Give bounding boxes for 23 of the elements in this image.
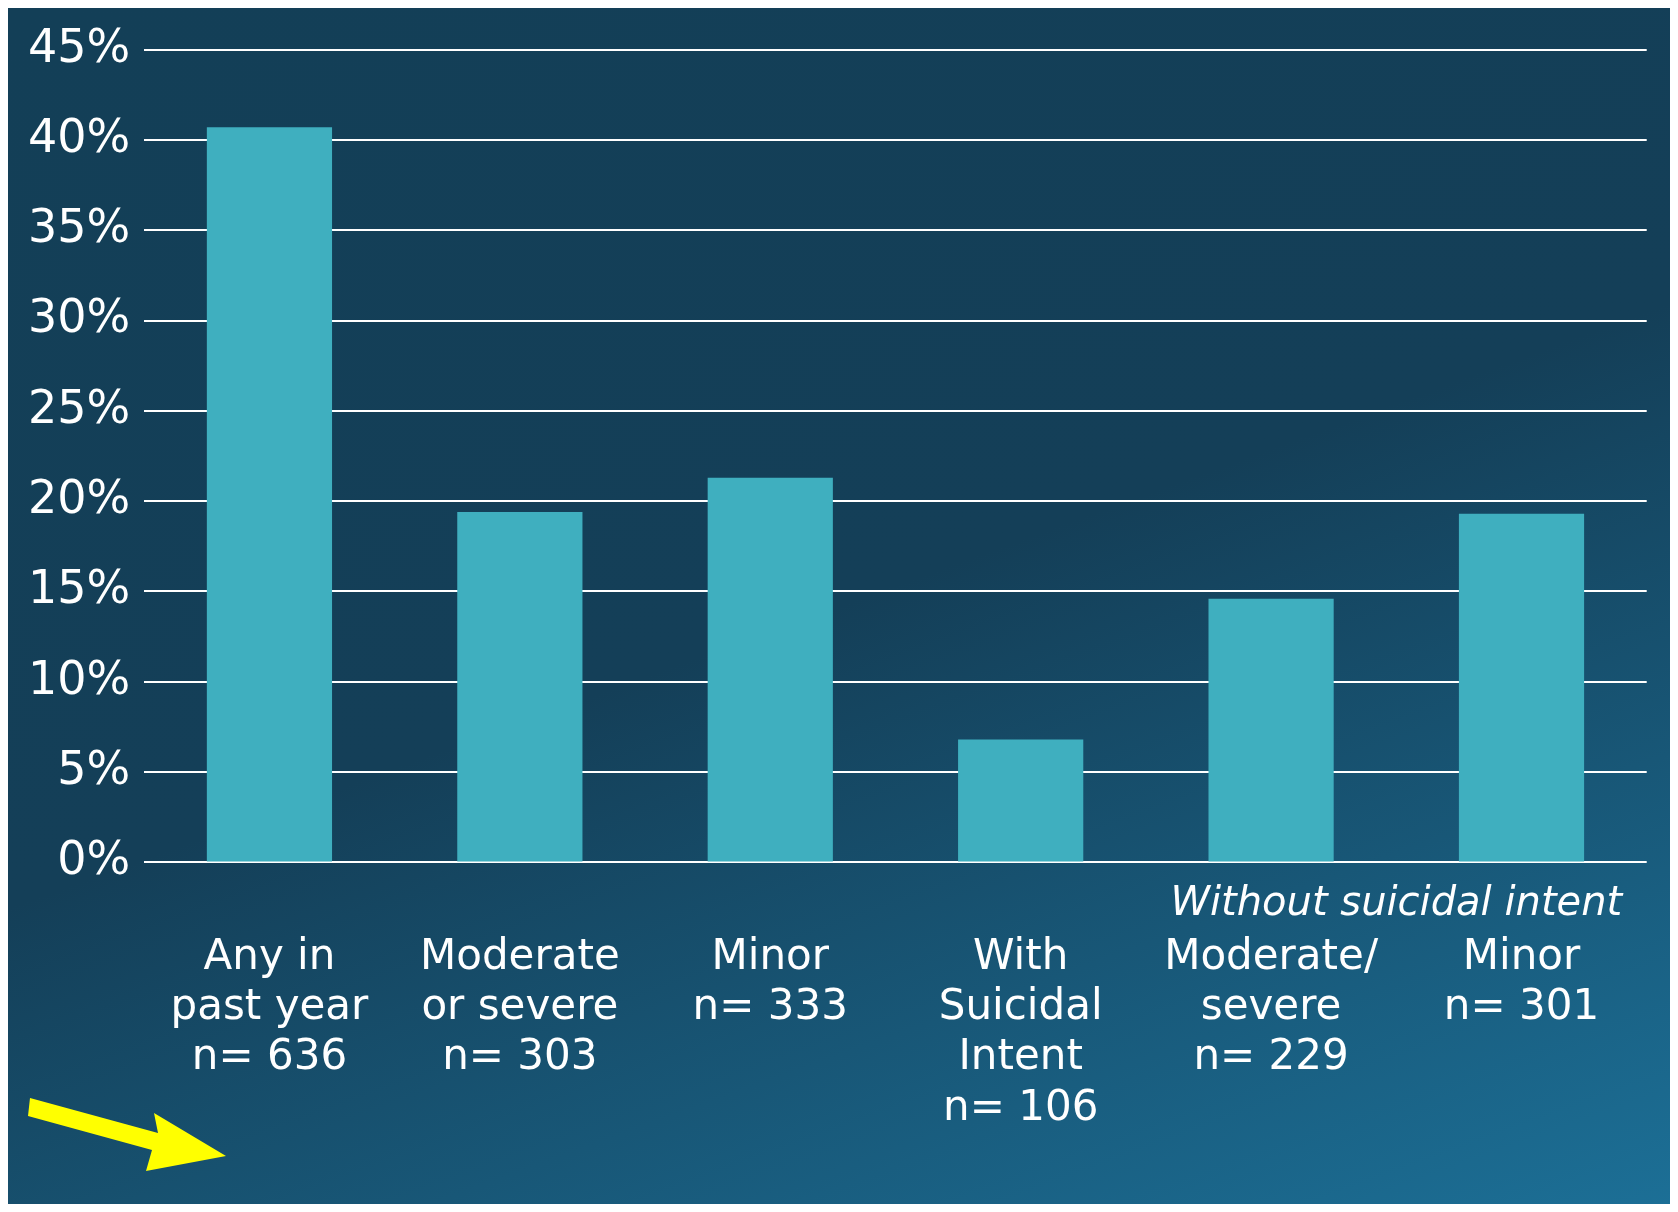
- x-tick-label: Any in past year n= 636: [170, 929, 370, 1080]
- y-tick-label: 0%: [57, 831, 131, 886]
- y-tick-label: 45%: [27, 18, 131, 73]
- y-tick-label: 35%: [27, 199, 131, 254]
- y-tick-label: 10%: [27, 650, 131, 705]
- bar: [206, 127, 333, 862]
- y-tick-label: 25%: [27, 379, 131, 434]
- bar: [1458, 513, 1585, 862]
- y-tick-label: 20%: [27, 470, 131, 525]
- text: Without suicidal intent: [1170, 877, 1624, 924]
- x-tick-label: With Suicidal Intent n= 106: [938, 929, 1103, 1130]
- x-tick-label: Minor n= 333: [692, 929, 848, 1029]
- x-tick-label: Moderate or severe n= 303: [419, 929, 620, 1080]
- y-tick-label: 30%: [27, 289, 131, 344]
- y-tick-label: 5%: [57, 741, 131, 796]
- bar: [1208, 598, 1334, 862]
- x-tick-label: Moderate/ severe n= 229: [1164, 929, 1379, 1080]
- y-tick-label: 15%: [27, 560, 131, 615]
- bar: [958, 739, 1084, 862]
- bar: [707, 477, 833, 862]
- bar: [457, 511, 583, 862]
- x-tick-label: Minor n= 301: [1443, 929, 1600, 1029]
- y-tick-label: 40%: [27, 108, 131, 163]
